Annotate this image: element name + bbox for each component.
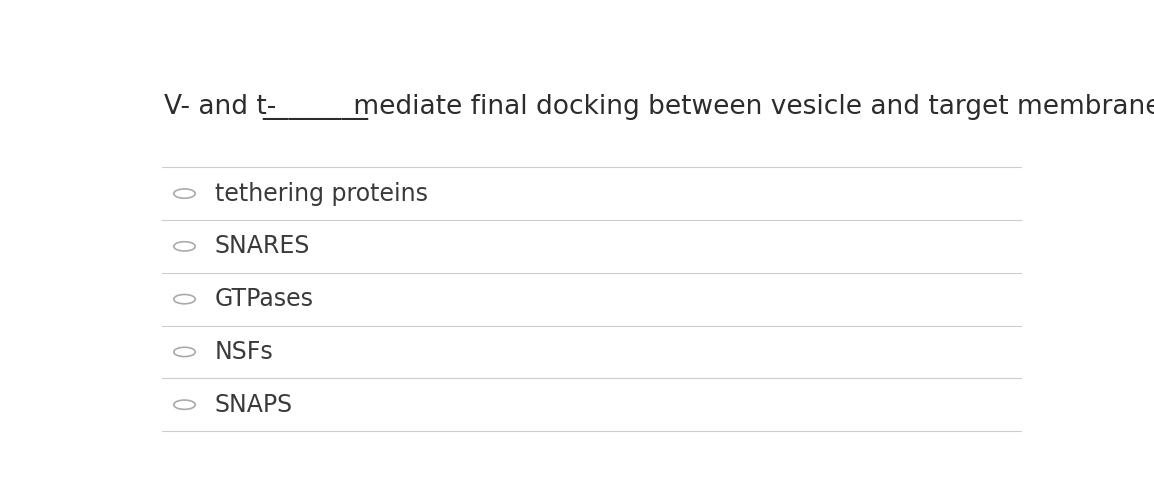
Text: SNARES: SNARES [215,234,310,259]
Text: SNAPS: SNAPS [215,393,293,417]
Text: V- and t-: V- and t- [164,94,276,120]
Text: ________: ________ [262,94,368,120]
Text: GTPases: GTPases [215,287,314,311]
Text: NSFs: NSFs [215,340,273,364]
Text: tethering proteins: tethering proteins [215,181,428,206]
Text: mediate final docking between vesicle and target membranes.: mediate final docking between vesicle an… [345,94,1154,120]
